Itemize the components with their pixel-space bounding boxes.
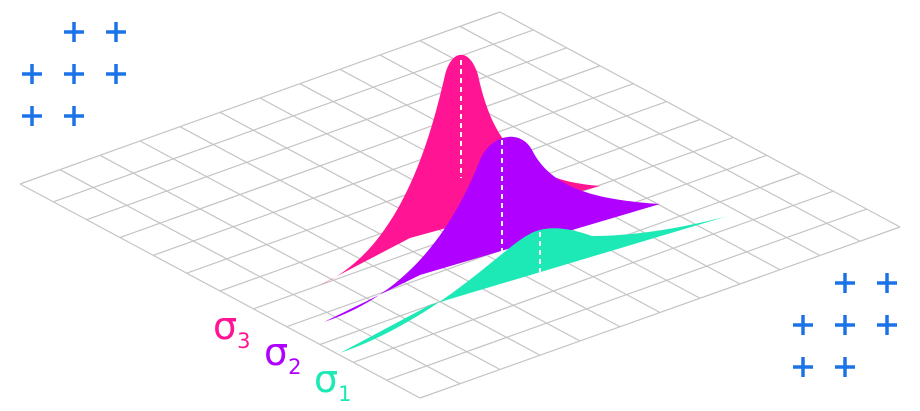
sigma-labels: σ3 σ2 σ1 (213, 304, 351, 406)
curve-sigma-2 (324, 136, 660, 322)
label-sigma-2-subscript: 2 (288, 355, 301, 379)
label-sigma-2: σ2 (264, 330, 301, 379)
curve-sigma-1 (340, 216, 728, 353)
label-sigma-3: σ3 (213, 304, 250, 353)
plus-icon (22, 64, 42, 84)
label-sigma-2-symbol: σ (264, 330, 288, 374)
plus-icon (106, 22, 126, 42)
plus-icon (106, 64, 126, 84)
plus-icon (877, 273, 897, 293)
plus-icon (877, 315, 897, 335)
plus-icon (835, 357, 855, 377)
plus-icon (793, 357, 813, 377)
label-sigma-1: σ1 (314, 357, 351, 406)
grid-line (386, 208, 867, 381)
plus-icon (64, 64, 84, 84)
grid-line (499, 11, 901, 228)
label-sigma-3-symbol: σ (213, 304, 237, 348)
plus-cluster-bottom-right (793, 273, 897, 377)
plus-icon (22, 106, 42, 126)
plus-icon (793, 315, 813, 335)
grid-line (353, 190, 834, 363)
plus-icon (64, 106, 84, 126)
label-sigma-3-subscript: 3 (237, 329, 250, 353)
plus-cluster-top-left (22, 22, 126, 126)
label-sigma-1-subscript: 1 (338, 382, 351, 406)
plus-icon (835, 315, 855, 335)
plus-icon (64, 22, 84, 42)
plus-icon (835, 273, 855, 293)
peak-markers (460, 60, 541, 284)
grid-line (419, 226, 901, 399)
grid-line (459, 25, 861, 242)
label-sigma-1-symbol: σ (314, 357, 338, 401)
